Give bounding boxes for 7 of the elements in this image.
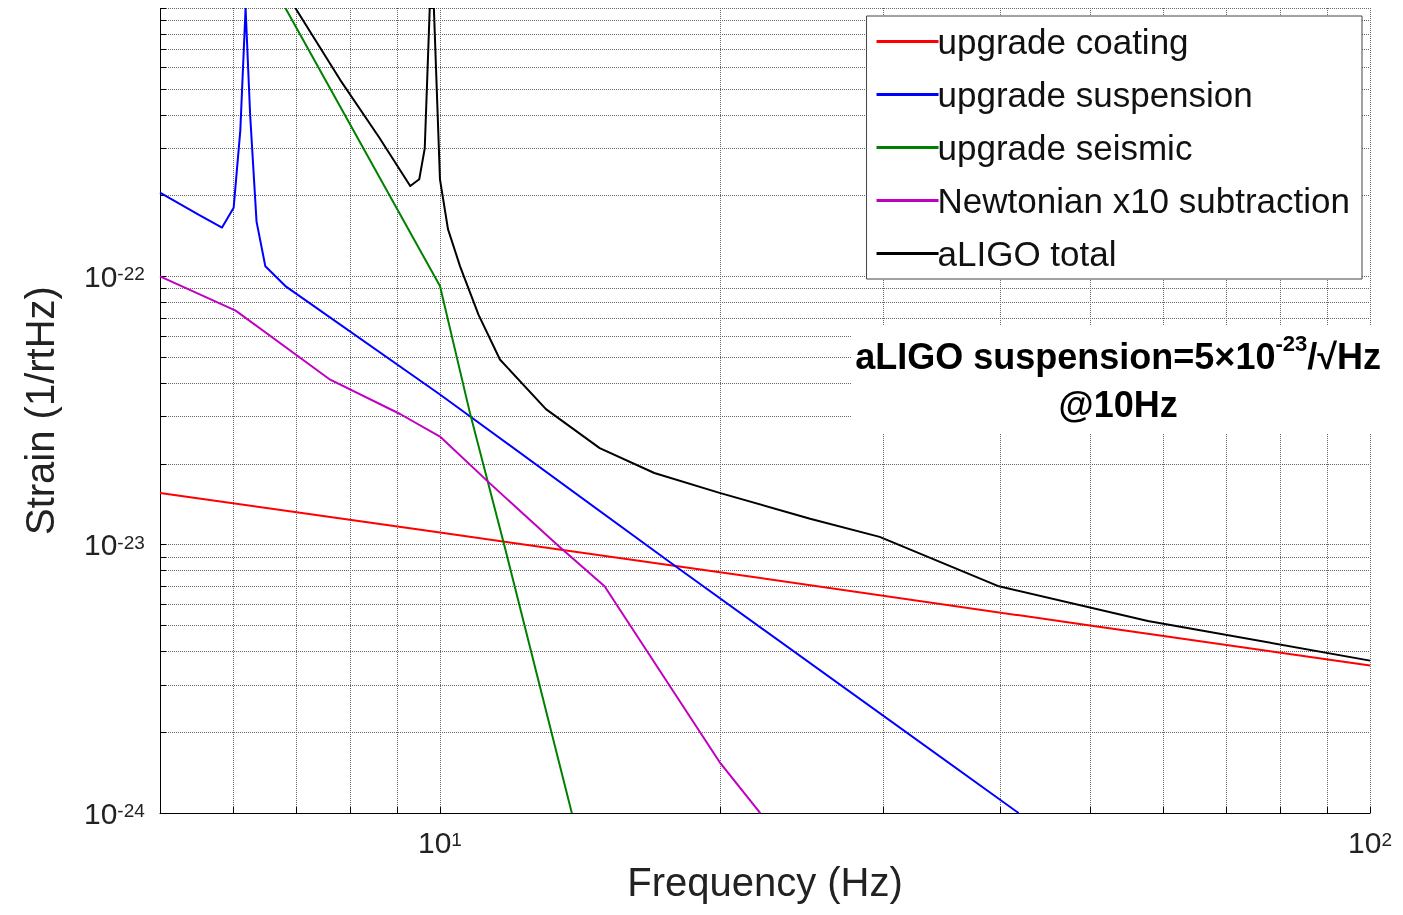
legend-label: Newtonian x10 subtraction [937, 181, 1351, 220]
legend-label: upgrade coating [937, 22, 1189, 61]
legend-label: upgrade seismic [937, 128, 1193, 167]
legend-label: upgrade suspension [937, 75, 1253, 114]
legend-label: aLIGO total [937, 234, 1117, 273]
x-axis-title: Frequency (Hz) [627, 860, 903, 904]
y-axis-title: Strain (1/rtHz) [18, 286, 62, 536]
